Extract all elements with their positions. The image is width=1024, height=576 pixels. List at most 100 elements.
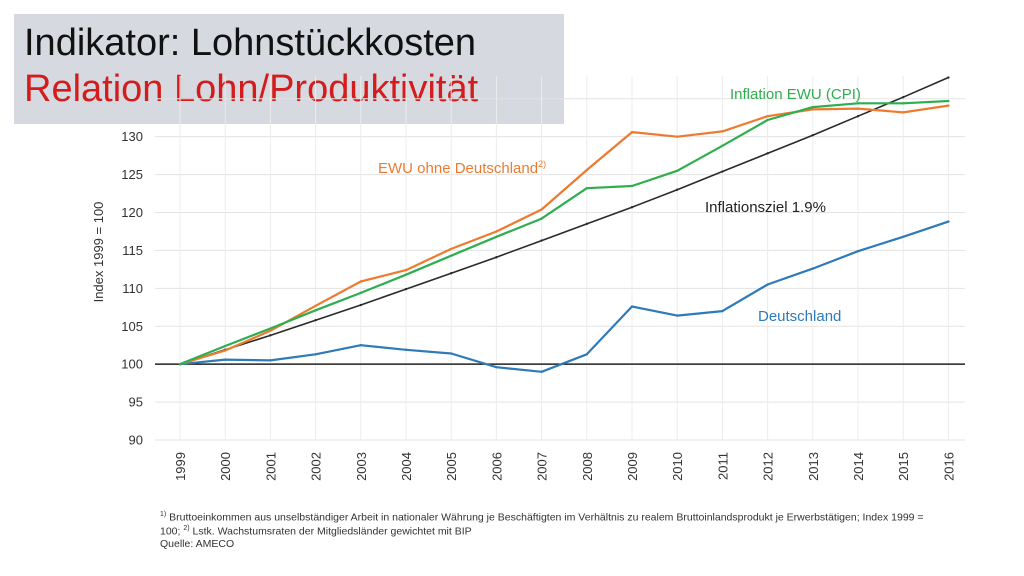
data-point-inflationsziel-1-9 bbox=[269, 334, 272, 337]
footnote-1: 1) Bruttoeinkommen aus unselbständiger A… bbox=[160, 508, 924, 525]
y-tick-label: 115 bbox=[122, 243, 143, 258]
data-point-inflation-ewu-cpi bbox=[630, 184, 634, 188]
data-point-inflationsziel-1-9 bbox=[811, 133, 814, 137]
slide-title-box: Indikator: Lohnstückkosten Relation Lohn… bbox=[14, 14, 564, 124]
data-point-inflation-ewu-cpi bbox=[450, 254, 453, 257]
x-tick-label: 2016 bbox=[941, 452, 956, 481]
footnote-2-marker: 2) bbox=[183, 525, 190, 532]
data-point-ewu-ohne-deutschland bbox=[359, 280, 362, 283]
x-tick-label: 2013 bbox=[806, 452, 821, 481]
data-point-deutschland bbox=[224, 358, 227, 361]
data-point-deutschland bbox=[359, 344, 362, 347]
data-point-deutschland bbox=[540, 370, 543, 373]
y-tick-label: 130 bbox=[121, 129, 143, 144]
x-tick-label: 2005 bbox=[444, 452, 459, 481]
legend-label-ewu-ohne-deutschland: EWU ohne Deutschland2) bbox=[378, 159, 546, 177]
data-point-deutschland bbox=[404, 348, 408, 351]
data-point-inflation-ewu-cpi bbox=[404, 273, 408, 276]
x-tick-label: 2011 bbox=[715, 452, 730, 480]
data-point-deutschland bbox=[856, 249, 860, 253]
x-tick-label: 2010 bbox=[670, 452, 685, 481]
data-point-ewu-ohne-deutschland bbox=[224, 349, 227, 352]
series-lines bbox=[178, 76, 950, 373]
data-point-inflation-ewu-cpi bbox=[676, 169, 679, 172]
data-point-inflationsziel-1-9 bbox=[359, 303, 362, 307]
data-point-inflation-ewu-cpi bbox=[540, 217, 543, 220]
y-tick-label: 105 bbox=[121, 319, 143, 334]
data-point-ewu-ohne-deutschland bbox=[721, 130, 724, 133]
y-axis-label: Index 1999 = 100 bbox=[91, 202, 106, 303]
legend-label-inflationsziel: Inflationsziel 1.9% bbox=[705, 199, 826, 216]
data-point-inflationsziel-1-9 bbox=[540, 239, 543, 242]
data-point-inflation-ewu-cpi bbox=[811, 105, 814, 109]
y-tick-label: 100 bbox=[121, 357, 143, 372]
data-point-inflation-ewu-cpi bbox=[224, 344, 227, 348]
data-point-ewu-ohne-deutschland bbox=[947, 104, 950, 107]
y-tick-label: 95 bbox=[129, 395, 143, 410]
data-point-inflation-ewu-cpi bbox=[766, 118, 769, 122]
data-point-deutschland bbox=[947, 220, 950, 223]
data-point-deutschland bbox=[630, 305, 634, 308]
grid-lines bbox=[155, 76, 965, 441]
series-line-inflationsziel-1-9 bbox=[179, 76, 949, 365]
series-line-deutschland bbox=[179, 220, 949, 373]
data-point-inflation-ewu-cpi bbox=[269, 327, 272, 330]
data-point-deutschland bbox=[585, 353, 588, 356]
data-point-ewu-ohne-deutschland bbox=[314, 304, 317, 307]
data-point-ewu-ohne-deutschland bbox=[766, 114, 769, 118]
data-point-ewu-ohne-deutschland bbox=[269, 329, 272, 332]
data-point-ewu-ohne-deutschland bbox=[630, 130, 634, 134]
data-point-inflation-ewu-cpi bbox=[585, 187, 588, 190]
data-point-ewu-ohne-deutschland bbox=[404, 268, 408, 272]
footnote-2: 100; 2) Lstk. Wachstumsraten der Mitglie… bbox=[160, 522, 472, 539]
series-line-ewu-ohne-deutschland bbox=[179, 104, 949, 366]
x-tick-label: 2009 bbox=[625, 452, 640, 481]
data-point-deutschland bbox=[902, 235, 905, 238]
data-point-ewu-ohne-deutschland bbox=[495, 230, 498, 233]
footnote-1-marker: 1) bbox=[160, 511, 167, 518]
data-point-deutschland bbox=[766, 283, 769, 286]
data-point-inflationsziel-1-9 bbox=[585, 222, 588, 226]
footnote-2-text: Lstk. Wachstumsraten der Mitgliedsländer… bbox=[192, 525, 472, 538]
legend-label-inflation-ewu: Inflation EWU (CPI) bbox=[730, 86, 861, 103]
y-tick-label: 110 bbox=[122, 281, 143, 296]
data-point-ewu-ohne-deutschland bbox=[540, 208, 543, 211]
legend-label-deutschland: Deutschland bbox=[758, 308, 841, 325]
y-tick-label: 125 bbox=[121, 167, 143, 182]
data-point-ewu-ohne-deutschland bbox=[676, 135, 679, 138]
data-point-ewu-ohne-deutschland bbox=[450, 247, 453, 251]
data-point-deutschland bbox=[269, 359, 272, 362]
data-point-deutschland bbox=[676, 314, 679, 317]
footnote-1-text-end: 100; bbox=[160, 525, 181, 538]
data-point-inflationsziel-1-9 bbox=[676, 188, 679, 191]
data-point-ewu-ohne-deutschland bbox=[856, 107, 860, 110]
data-point-inflationsziel-1-9 bbox=[314, 318, 317, 322]
data-point-ewu-ohne-deutschland bbox=[902, 111, 905, 114]
x-tick-label: 2000 bbox=[218, 452, 233, 481]
x-tick-label: 2015 bbox=[896, 452, 911, 481]
x-tick-label: 2006 bbox=[489, 452, 504, 481]
data-point-inflationsziel-1-9 bbox=[630, 205, 634, 209]
data-point-inflation-ewu-cpi bbox=[359, 291, 362, 295]
y-tick-labels: 90 95 100 105 110 115 120 125 130 bbox=[121, 129, 143, 447]
data-point-inflation-ewu-cpi bbox=[495, 235, 498, 238]
data-point-inflationsziel-1-9 bbox=[766, 152, 769, 155]
data-point-deutschland bbox=[450, 352, 453, 355]
data-point-inflation-ewu-cpi bbox=[314, 309, 317, 312]
source-note: Quelle: AMECO bbox=[160, 538, 235, 550]
data-point-inflationsziel-1-9 bbox=[404, 287, 408, 291]
data-point-inflation-ewu-cpi bbox=[947, 99, 950, 103]
data-point-inflationsziel-1-9 bbox=[856, 114, 860, 118]
data-point-inflationsziel-1-9 bbox=[495, 256, 498, 259]
x-tick-label: 2008 bbox=[580, 452, 595, 481]
x-tick-label: 2002 bbox=[309, 452, 324, 481]
x-tick-label: 2004 bbox=[399, 452, 414, 481]
slide-subtitle: Relation Lohn/Produktivität bbox=[24, 68, 479, 110]
data-point-inflation-ewu-cpi bbox=[902, 102, 905, 105]
series-line-inflation-ewu-cpi bbox=[179, 99, 949, 366]
x-tick-label: 2003 bbox=[354, 452, 369, 481]
data-point-inflationsziel-1-9 bbox=[947, 76, 950, 79]
x-tick-label: 1999 bbox=[173, 452, 188, 481]
data-point-inflationsziel-1-9 bbox=[902, 96, 905, 99]
x-tick-label: 2001 bbox=[263, 452, 278, 481]
